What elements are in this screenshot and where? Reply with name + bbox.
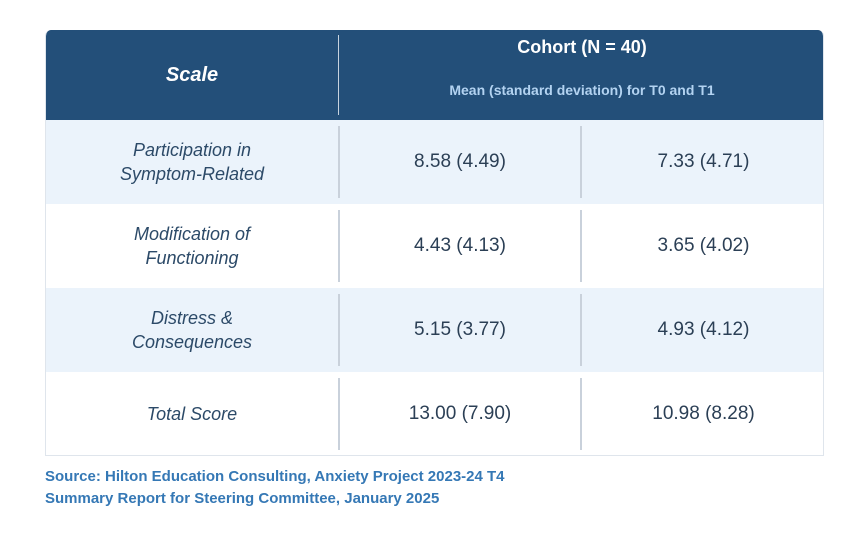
t0-value: 13.00 (7.90)	[408, 403, 512, 424]
t1-value: 3.65 (4.02)	[657, 235, 750, 256]
data-table: Scale Cohort (N = 40) Mean (standard dev…	[45, 30, 824, 456]
scale-label: Distress & Consequences	[131, 308, 253, 352]
scale-cell: Modification of Functioning	[46, 204, 338, 288]
row-divider	[580, 378, 582, 450]
row-divider	[338, 378, 340, 450]
table-row-distress: Distress & Consequences 5.15 (3.77) 4.93…	[46, 288, 823, 372]
row-divider	[338, 210, 340, 282]
scale-label: Total Score	[146, 404, 238, 424]
measure-subheader: Mean (standard deviation) for T0 and T1	[449, 82, 715, 98]
source-note: Source: Hilton Education Consulting, Anx…	[45, 466, 505, 510]
t1-value: 10.98 (8.28)	[652, 403, 755, 424]
t1-value: 7.33 (4.71)	[657, 151, 750, 172]
header-divider	[338, 35, 339, 115]
cohort-header: Cohort (N = 40)	[517, 37, 647, 57]
t0-value: 4.43 (4.13)	[414, 235, 506, 256]
table-row-participation: Participation in Symptom-Related 8.58 (4…	[46, 120, 823, 204]
source-line-1: Source: Hilton Education Consulting, Anx…	[45, 468, 505, 485]
scale-cell: Distress & Consequences	[46, 288, 338, 372]
scale-column-header: Scale	[165, 63, 219, 86]
t0-value: 8.58 (4.49)	[414, 151, 506, 172]
t1-value: 4.93 (4.12)	[657, 319, 750, 340]
table-row-total: Total Score 13.00 (7.90) 10.98 (8.28)	[46, 372, 823, 455]
row-divider	[580, 126, 582, 198]
row-divider	[338, 126, 340, 198]
scale-cell: Participation in Symptom-Related	[46, 120, 338, 204]
source-line-2: Summary Report for Steering Committee, J…	[45, 490, 440, 507]
t0-value: 5.15 (3.77)	[414, 319, 506, 340]
row-divider	[580, 210, 582, 282]
table-row-modification: Modification of Functioning 4.43 (4.13) …	[46, 204, 823, 288]
scale-label: Participation in Symptom-Related	[119, 140, 265, 184]
scale-label: Modification of Functioning	[133, 224, 251, 268]
row-divider	[338, 294, 340, 366]
scale-cell: Total Score	[46, 372, 338, 455]
table-header: Scale Cohort (N = 40) Mean (standard dev…	[46, 30, 823, 120]
row-divider	[580, 294, 582, 366]
